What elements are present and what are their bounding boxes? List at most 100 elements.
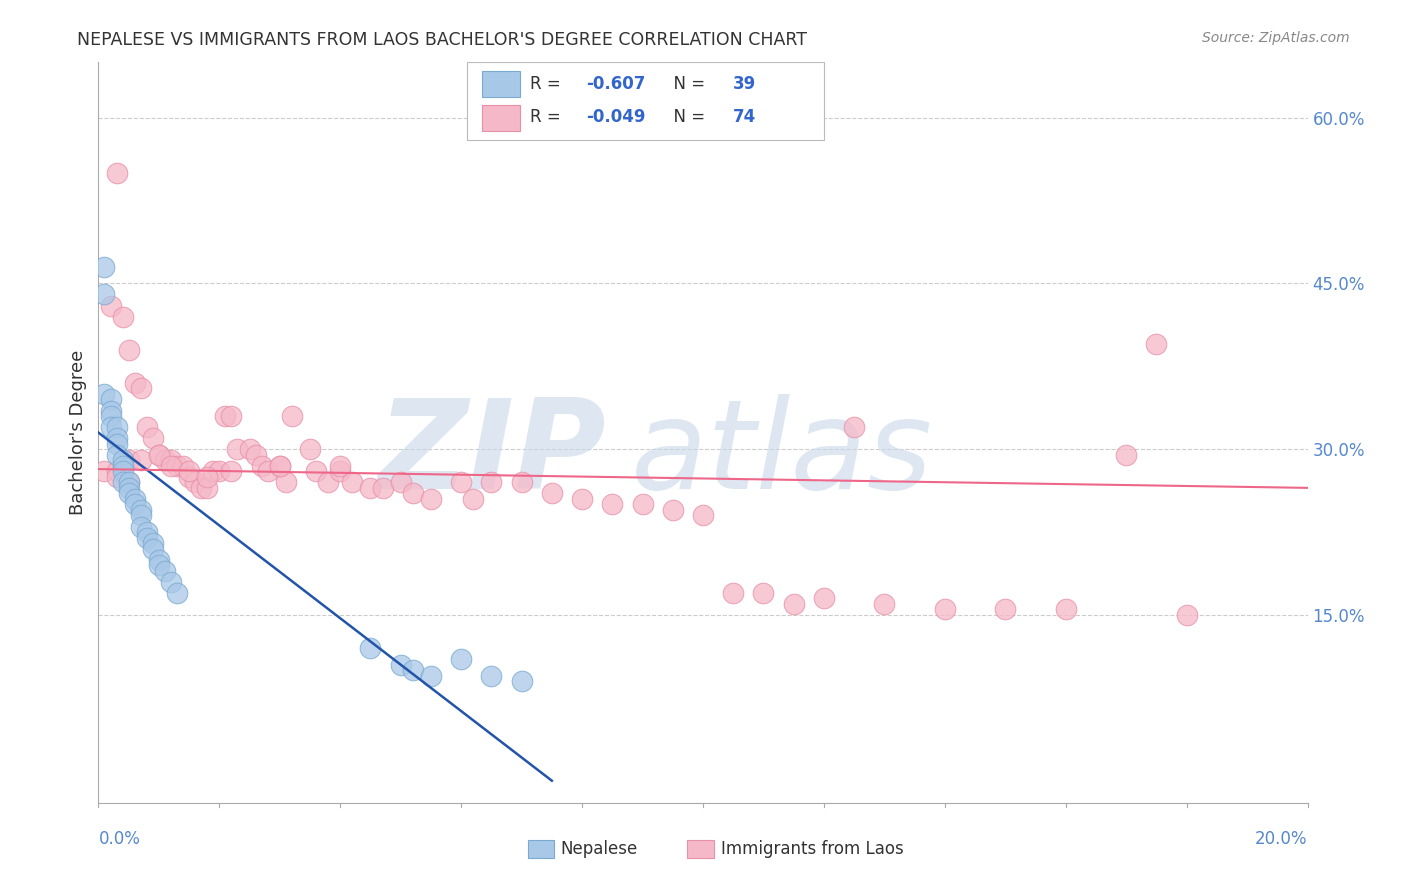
Point	[153, 453, 176, 467]
Point	[172, 458, 194, 473]
Point	[179, 464, 201, 478]
Point	[93, 260, 115, 274]
Point	[100, 409, 122, 423]
Point	[256, 464, 278, 478]
Point	[269, 458, 291, 473]
Point	[105, 436, 128, 450]
Point	[214, 409, 236, 423]
Point	[179, 470, 201, 484]
Point	[124, 376, 146, 390]
Bar	[482, 104, 520, 130]
Point	[148, 448, 170, 462]
Point	[360, 641, 382, 656]
Point	[148, 558, 170, 573]
Point	[129, 381, 152, 395]
Point	[129, 453, 152, 467]
Point	[844, 420, 866, 434]
Point	[142, 431, 165, 445]
Text: atlas: atlas	[630, 394, 932, 516]
Point	[723, 586, 745, 600]
Point	[111, 464, 134, 478]
Point	[135, 524, 157, 539]
Point	[195, 470, 218, 484]
Point	[118, 481, 141, 495]
Text: N =: N =	[664, 75, 710, 93]
Text: Source: ZipAtlas.com: Source: ZipAtlas.com	[1202, 31, 1350, 45]
Point	[135, 531, 157, 545]
Point	[160, 453, 183, 467]
Point	[481, 669, 503, 683]
Point	[402, 486, 425, 500]
Text: NEPALESE VS IMMIGRANTS FROM LAOS BACHELOR'S DEGREE CORRELATION CHART: NEPALESE VS IMMIGRANTS FROM LAOS BACHELO…	[77, 31, 807, 49]
Point	[274, 475, 297, 490]
Point	[111, 310, 134, 324]
Point	[934, 602, 956, 616]
Y-axis label: Bachelor's Degree: Bachelor's Degree	[69, 350, 87, 516]
Point	[221, 464, 243, 478]
Point	[129, 503, 152, 517]
Point	[692, 508, 714, 523]
Point	[329, 464, 352, 478]
Point	[105, 166, 128, 180]
Point	[602, 498, 624, 512]
Point	[631, 498, 654, 512]
Point	[202, 464, 225, 478]
Point	[184, 475, 207, 490]
Point	[118, 475, 141, 490]
Point	[124, 498, 146, 512]
Point	[105, 464, 128, 478]
Point	[281, 409, 304, 423]
Point	[1115, 448, 1137, 462]
Point	[100, 299, 122, 313]
FancyBboxPatch shape	[467, 62, 824, 140]
Point	[450, 652, 472, 666]
Point	[389, 657, 412, 672]
Point	[371, 481, 394, 495]
Text: 39: 39	[734, 75, 756, 93]
Point	[661, 503, 683, 517]
Point	[148, 552, 170, 566]
Text: R =: R =	[530, 108, 567, 127]
Point	[118, 475, 141, 490]
Text: ZIP: ZIP	[378, 394, 606, 516]
Point	[111, 453, 134, 467]
Point	[389, 475, 412, 490]
Text: N =: N =	[664, 108, 710, 127]
Point	[105, 470, 128, 484]
Point	[420, 491, 443, 506]
Text: 0.0%: 0.0%	[98, 830, 141, 847]
Point	[160, 458, 183, 473]
Bar	[482, 71, 520, 97]
Point	[142, 541, 165, 556]
Point	[571, 491, 593, 506]
Point	[510, 674, 533, 689]
Point	[129, 508, 152, 523]
Point	[93, 464, 115, 478]
Bar	[527, 840, 554, 858]
Point	[195, 481, 218, 495]
Point	[160, 574, 183, 589]
Point	[360, 481, 382, 495]
Point	[463, 491, 485, 506]
Point	[316, 475, 339, 490]
Point	[148, 448, 170, 462]
Point	[245, 448, 267, 462]
Text: -0.607: -0.607	[586, 75, 645, 93]
Point	[190, 481, 212, 495]
Point	[100, 403, 122, 417]
Text: Immigrants from Laos: Immigrants from Laos	[721, 839, 904, 858]
Point	[166, 458, 188, 473]
Point	[124, 491, 146, 506]
Point	[93, 287, 115, 301]
Point	[299, 442, 322, 457]
Point	[118, 343, 141, 357]
Point	[208, 464, 231, 478]
Point	[1175, 607, 1198, 622]
Point	[111, 475, 134, 490]
Point	[142, 536, 165, 550]
Point	[813, 591, 835, 606]
Point	[226, 442, 249, 457]
Point	[540, 486, 562, 500]
Point	[118, 453, 141, 467]
Point	[481, 475, 503, 490]
